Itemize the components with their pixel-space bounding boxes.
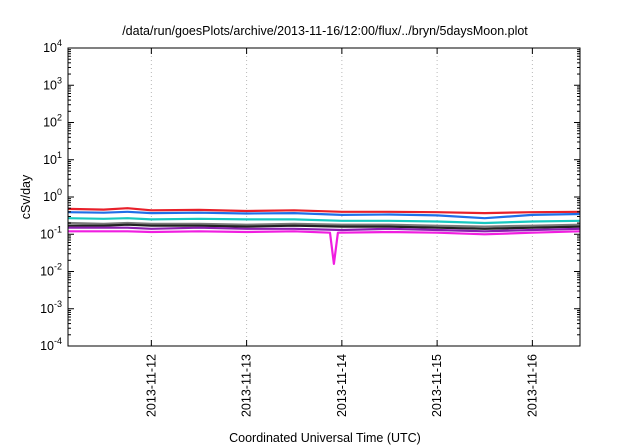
y-tick-label: 10-3 <box>40 299 62 316</box>
series-line-3 <box>67 217 581 225</box>
series-line-6 <box>68 226 581 233</box>
y-axis: 10-4 10-3 10-2 10-1 100 101 102 103 104 <box>40 38 580 353</box>
x-tick-label: 2013-11-12 <box>144 354 158 417</box>
x-tick-label: 2013-11-13 <box>240 354 254 417</box>
x-axis-label: Coordinated Universal Time (UTC) <box>229 431 421 445</box>
y-tick-label: 103 <box>43 75 62 92</box>
series-line-7 <box>68 230 581 265</box>
y-axis-label: cSv/day <box>19 174 33 219</box>
y-tick-label: 10-1 <box>40 224 62 241</box>
y-tick-label: 104 <box>43 38 62 55</box>
chart-title: /data/run/goesPlots/archive/2013-11-16/1… <box>122 24 528 38</box>
grid <box>150 48 533 346</box>
x-tick-label: 2013-11-16 <box>525 354 539 417</box>
series-line-4 <box>67 221 581 228</box>
y-tick-label: 100 <box>43 187 62 204</box>
x-tick-label: 2013-11-15 <box>430 354 444 417</box>
series-layer <box>67 207 581 265</box>
y-tick-label: 10-4 <box>40 336 62 353</box>
y-tick-label: 101 <box>43 150 62 167</box>
y-tick-label: 10-2 <box>40 262 62 279</box>
series-line-5 <box>68 223 581 230</box>
series-line-2 <box>67 210 581 220</box>
y-tick-label: 102 <box>43 113 62 130</box>
x-tick-label: 2013-11-14 <box>335 354 349 417</box>
plot-frame <box>67 47 581 347</box>
x-axis: 2013-11-12 2013-11-13 2013-11-14 2013-11-15… <box>144 48 539 417</box>
series-line-1 <box>67 207 581 215</box>
